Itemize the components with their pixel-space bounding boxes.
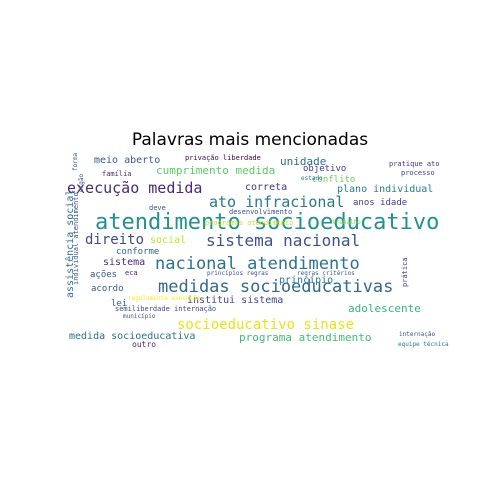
word: privação liberdade: [185, 154, 261, 162]
word: eca: [125, 269, 138, 277]
word: desenvolvimento: [229, 208, 293, 216]
word: medidas socioeducativas: [158, 277, 394, 297]
word: atendimento socioeducativo: [95, 210, 440, 235]
word: meio aberto: [94, 155, 161, 166]
word: anos idade: [353, 198, 408, 208]
word-cloud: atendimento socioeducativo sistema nacio…: [65, 152, 449, 350]
word: princípio: [279, 275, 334, 286]
word: família: [102, 170, 132, 178]
word: unidade: [280, 155, 327, 168]
word: individual atendimento: [72, 192, 80, 285]
word: município: [123, 313, 156, 320]
word: semiliberdade internação: [115, 305, 217, 313]
word: deve: [149, 204, 166, 212]
word: regras critérios: [297, 270, 355, 277]
word: correta: [245, 182, 288, 193]
word: ato infracional: [209, 193, 345, 211]
word: programas atendimento: [205, 219, 294, 227]
word: programa atendimento: [239, 331, 372, 344]
word: social: [150, 235, 187, 246]
word: conforme: [116, 247, 160, 257]
word: prática: [401, 257, 409, 287]
word: medida socioeducativa: [69, 331, 196, 342]
word: internação: [399, 331, 436, 338]
word: equipe técnica: [398, 341, 449, 348]
word: socioeducativo sinase: [177, 317, 355, 333]
word: objetivo: [303, 164, 347, 174]
word: conflito: [312, 175, 356, 185]
word: pratique ato: [389, 160, 440, 168]
word: outro: [132, 340, 157, 349]
word: princípios regras: [207, 270, 269, 277]
word: adolescente: [348, 302, 421, 315]
word: regulamenta execução: [128, 295, 201, 302]
word: plano individual: [337, 184, 434, 195]
chart-title: Palavras mais mencionadas: [131, 130, 369, 150]
word: institui sistema: [187, 295, 284, 306]
word: trabalho: [332, 219, 361, 226]
word: sistema nacional: [206, 231, 361, 250]
word: nacional atendimento: [155, 254, 360, 274]
word: direito: [85, 232, 145, 248]
word: lei: [111, 299, 128, 309]
word: cumprimento medida: [156, 164, 276, 177]
word: processo: [401, 169, 435, 177]
word: acordo: [91, 284, 124, 294]
word: forma: [72, 152, 79, 171]
word: ações: [90, 270, 118, 280]
word: órgão: [78, 173, 85, 192]
word: execução medida: [67, 179, 203, 197]
word: sistema: [103, 257, 146, 268]
word: estado: [301, 175, 323, 182]
